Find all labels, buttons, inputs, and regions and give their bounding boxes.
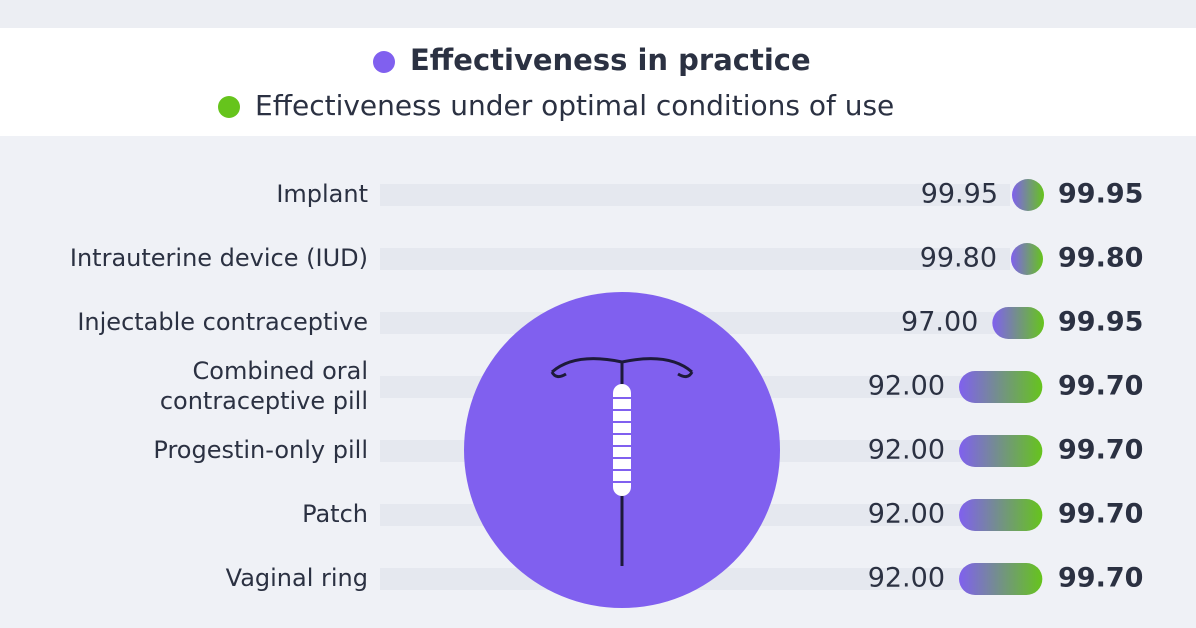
optimal-value-label: 99.70	[1058, 371, 1143, 402]
practice-value-label: 92.00	[868, 435, 945, 466]
optimal-value-label: 99.80	[1058, 243, 1143, 274]
illustration	[464, 292, 780, 608]
category-label: Combined oral contraceptive pill	[160, 357, 368, 415]
legend-marker	[373, 51, 395, 73]
optimal-value-label: 99.70	[1058, 435, 1143, 466]
dumbbell	[959, 371, 1043, 403]
dumbbell	[1011, 243, 1043, 275]
optimal-value-label: 99.70	[1058, 499, 1143, 530]
practice-value-label: 97.00	[901, 307, 978, 338]
practice-value-label: 92.00	[868, 371, 945, 402]
row-track	[380, 184, 1010, 206]
dumbbell	[959, 435, 1043, 467]
legend-label: Effectiveness in practice	[410, 43, 811, 77]
legend-marker	[218, 96, 240, 118]
dumbbell	[959, 499, 1043, 531]
category-label: Injectable contraceptive	[77, 308, 368, 336]
dumbbell	[1012, 179, 1044, 211]
practice-value-label: 92.00	[868, 499, 945, 530]
legend-label: Effectiveness under optimal conditions o…	[255, 89, 894, 122]
category-label: Patch	[302, 500, 368, 528]
category-label: Progestin-only pill	[153, 436, 368, 464]
row-track	[380, 248, 1010, 270]
optimal-value-label: 99.95	[1058, 179, 1143, 210]
optimal-value-label: 99.70	[1058, 563, 1143, 594]
category-label: Vaginal ring	[226, 564, 368, 592]
dumbbell	[959, 563, 1043, 595]
practice-value-label: 92.00	[868, 563, 945, 594]
practice-value-label: 99.95	[921, 179, 998, 210]
optimal-value-label: 99.95	[1058, 307, 1143, 338]
dumbbell	[992, 307, 1044, 339]
practice-value-label: 99.80	[920, 243, 997, 274]
top-band	[0, 0, 1196, 28]
category-label: Implant	[276, 180, 368, 208]
category-label: Intrauterine device (IUD)	[70, 244, 368, 272]
